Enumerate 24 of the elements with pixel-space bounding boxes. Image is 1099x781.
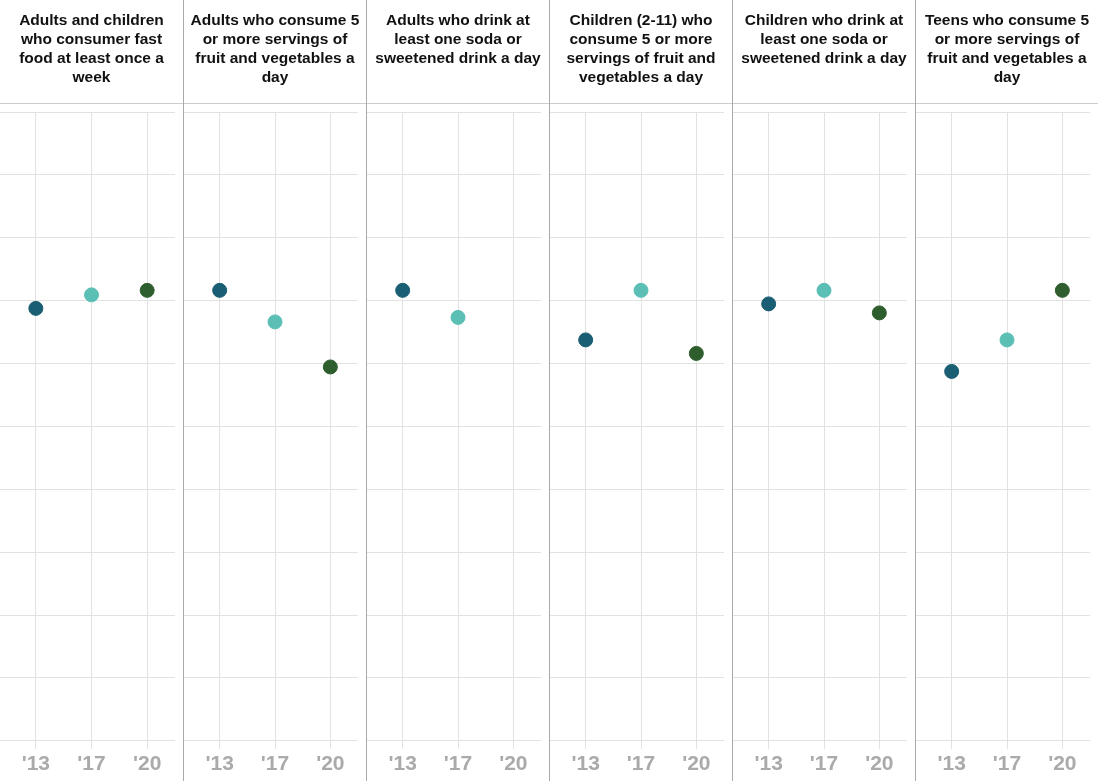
x-tick-label: '13 xyxy=(754,751,783,775)
x-tick-label: '17 xyxy=(443,751,473,775)
x-tick-label: '20 xyxy=(682,751,711,775)
x-tick-label: '13 xyxy=(21,751,51,775)
x-tick-label: '17 xyxy=(992,751,1022,775)
x-tick-label: '20 xyxy=(132,751,162,775)
x-tick-label: '20 xyxy=(1048,751,1077,775)
chart-title: Adults who consume 5 or more servings of fruit and vegetables a day xyxy=(184,0,366,104)
chart-title: Adults and children who consumer fast food at least once a week xyxy=(0,0,183,104)
x-tick-label: '13 xyxy=(388,751,417,775)
chart-title: Adults who drink at least one soda or sweetened drink a day xyxy=(367,0,549,104)
x-tick-label: '20 xyxy=(316,751,345,775)
chart-title: Children (2-11) who consume 5 or more servings of fruit and vegetables a day xyxy=(550,0,732,104)
x-tick-label: '17 xyxy=(260,751,290,775)
x-tick-label: '13 xyxy=(937,751,966,775)
x-tick-label: '17 xyxy=(809,751,839,775)
x-tick-label: '13 xyxy=(205,751,234,775)
x-tick-label: '20 xyxy=(499,751,528,775)
chart-title: Children who drink at least one soda or sweetened drink a day xyxy=(733,0,915,104)
x-tick-label: '13 xyxy=(571,751,600,775)
x-tick-label: '20 xyxy=(865,751,894,775)
x-tick-label: '17 xyxy=(626,751,656,775)
x-tick-label: '17 xyxy=(77,751,106,775)
chart-title: Teens who consume 5 or more servings of fruit and vegetables a day xyxy=(916,0,1098,104)
